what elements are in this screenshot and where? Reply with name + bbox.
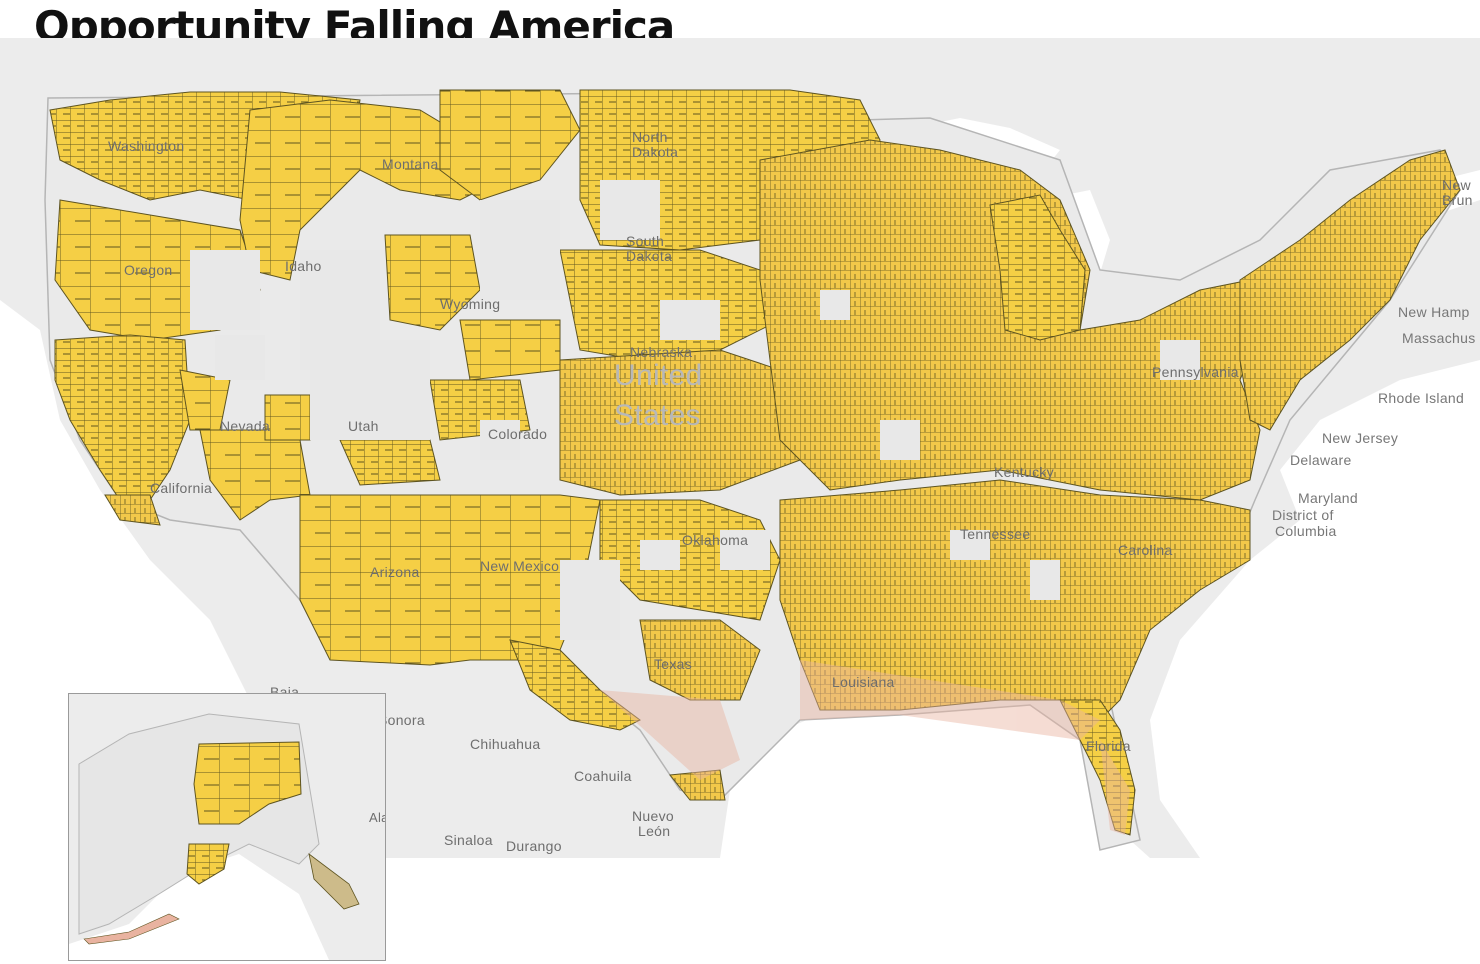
label-carolina: Carolina xyxy=(1118,542,1173,558)
label-rhode-island: Rhode Island xyxy=(1378,390,1465,406)
map-canvas[interactable] xyxy=(0,38,1480,858)
label-alaska: Alaska xyxy=(369,810,385,825)
label-arizona: Arizona xyxy=(370,564,420,580)
label-kentucky: Kentucky xyxy=(994,464,1054,480)
coastal-tint xyxy=(600,660,1130,835)
label-colorado: Colorado xyxy=(488,426,548,442)
county-fill-layer[interactable] xyxy=(49,89,1461,836)
label-oregon: Oregon xyxy=(124,262,173,278)
label-sonora: Sonora xyxy=(378,712,425,728)
label-washington: Washington xyxy=(108,138,185,154)
label-north-dakota: North Dakota xyxy=(632,129,679,160)
atlantic-ocean xyxy=(1150,360,1480,858)
non-highlighted-counties xyxy=(190,180,1200,640)
label-nebraska: Nebraska xyxy=(630,344,693,360)
label-maryland: Maryland xyxy=(1298,490,1358,506)
label-pennsylvania: Pennsylvania xyxy=(1152,364,1239,380)
label-oklahoma: Oklahoma xyxy=(682,532,749,548)
label-durango: Durango xyxy=(506,838,562,854)
label-sinaloa: Sinaloa xyxy=(444,832,493,848)
label-massachusetts: Massachus xyxy=(1402,330,1476,346)
label-wyoming: Wyoming xyxy=(440,296,501,312)
us-county-map[interactable]: Washington Montana North Dakota South Da… xyxy=(0,38,1480,858)
label-dc-line2: Columbia xyxy=(1275,523,1337,539)
label-coahuila: Coahuila xyxy=(574,768,632,784)
label-texas: Texas xyxy=(654,656,693,672)
label-united-states: United States xyxy=(614,359,703,432)
label-montana: Montana xyxy=(382,156,439,172)
label-tennessee: Tennessee xyxy=(960,526,1031,542)
label-nuevo-leon-2: León xyxy=(638,823,671,839)
label-new-mexico: New Mexico xyxy=(480,558,560,574)
label-nevada: Nevada xyxy=(220,418,271,434)
label-utah: Utah xyxy=(348,418,379,434)
label-california: California xyxy=(150,480,213,496)
alaska-canvas[interactable] xyxy=(69,694,385,960)
alaska-inset-map[interactable]: Alaska xyxy=(68,693,386,961)
label-idaho: Idaho xyxy=(285,258,322,274)
label-florida: Florida xyxy=(1086,738,1131,754)
label-dc-line1: District of xyxy=(1272,507,1334,523)
label-new-jersey: New Jersey xyxy=(1322,430,1399,446)
label-nuevo-leon-1: Nuevo xyxy=(632,808,674,824)
label-new-hampshire: New Hamp xyxy=(1398,304,1470,320)
label-chihuahua: Chihuahua xyxy=(470,736,541,752)
label-south-dakota: South Dakota xyxy=(626,233,673,264)
label-new-brunswick: New Brun xyxy=(1442,177,1473,208)
label-delaware: Delaware xyxy=(1290,452,1352,468)
gulf-of-mexico xyxy=(720,700,1150,858)
label-louisiana: Louisiana xyxy=(832,674,895,690)
